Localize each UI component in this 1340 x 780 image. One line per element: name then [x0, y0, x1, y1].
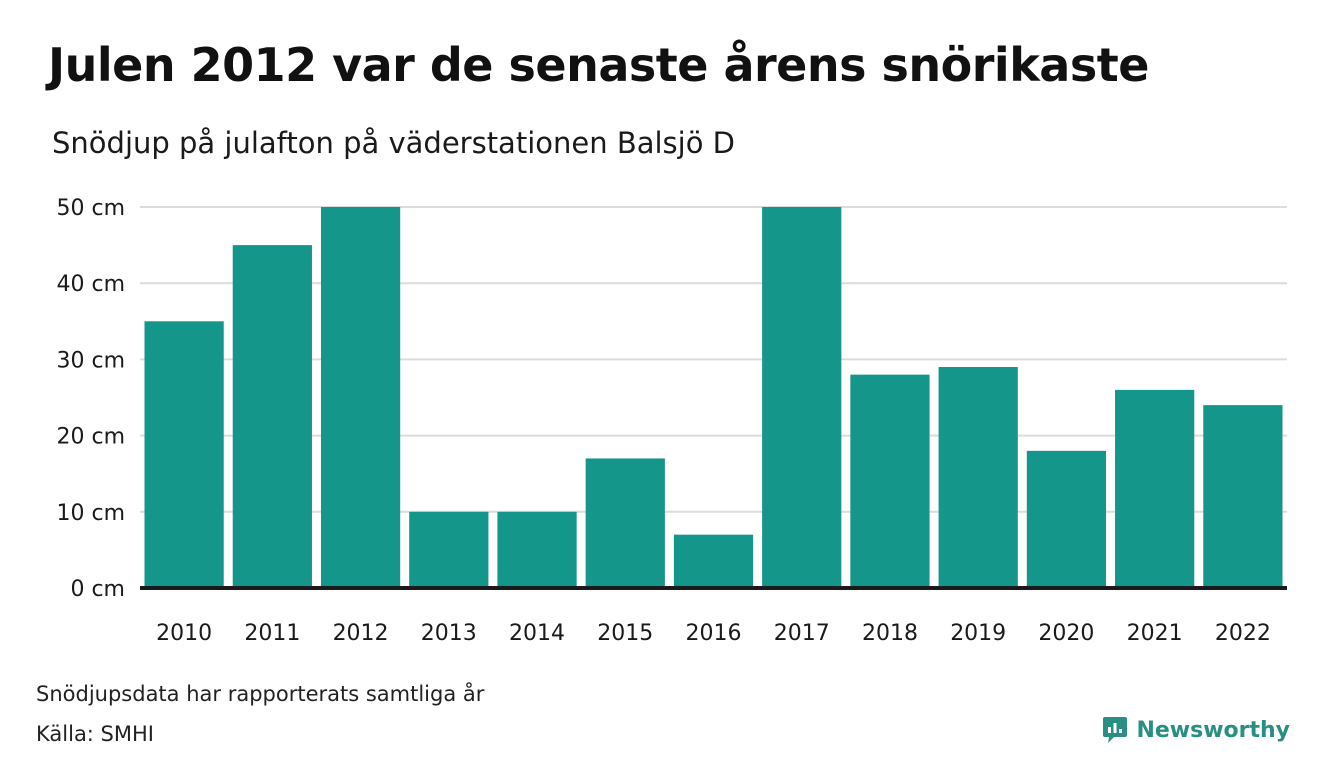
x-tick-label: 2021 — [1127, 621, 1183, 646]
bar-2016 — [673, 534, 754, 588]
x-tick-label: 2020 — [1038, 621, 1094, 646]
x-tick-label: 2014 — [509, 621, 565, 646]
bar-2015 — [585, 458, 665, 588]
bar-2019 — [938, 367, 1018, 588]
bar-2022 — [1203, 405, 1283, 588]
x-tick-label: 2016 — [686, 621, 742, 646]
y-tick-label: 50 cm — [56, 196, 125, 221]
chart-title: Julen 2012 var de senaste årens snörikas… — [48, 38, 1149, 92]
y-tick-label: 0 cm — [70, 577, 125, 602]
bar-2020 — [1026, 450, 1107, 588]
chart-subtitle: Snödjup på julafton på väderstationen Ba… — [52, 126, 736, 160]
y-tick-label: 40 cm — [56, 272, 125, 297]
brand-name: Newsworthy — [1136, 717, 1290, 743]
x-axis-ticks: 2010 2011 2012 2013 2014 2015 2016 2017 2018 2019… — [156, 621, 1271, 646]
bar-2012 — [320, 207, 401, 588]
bar-2021 — [1115, 389, 1195, 588]
bar-2017 — [762, 207, 842, 588]
y-tick-label: 10 cm — [56, 501, 125, 526]
x-tick-label: 2017 — [774, 621, 830, 646]
footnote: Snödjupsdata har rapporterats samtliga å… — [36, 682, 485, 706]
y-tick-label: 20 cm — [56, 425, 125, 450]
x-tick-label: 2013 — [421, 621, 477, 646]
gridlines — [140, 206, 1287, 513]
y-tick-label: 30 cm — [56, 348, 125, 373]
newsworthy-logo-icon — [1103, 717, 1128, 743]
bar-2014 — [497, 511, 577, 588]
bar-2011 — [232, 245, 312, 588]
x-tick-label: 2015 — [597, 621, 653, 646]
bar-2013 — [409, 511, 489, 588]
x-tick-label: 2019 — [950, 621, 1006, 646]
brand: Newsworthy — [1102, 716, 1290, 744]
bars — [144, 207, 1283, 588]
bar-2018 — [850, 374, 930, 588]
x-tick-label: 2012 — [333, 621, 389, 646]
x-tick-label: 2018 — [862, 621, 918, 646]
y-axis-ticks: 0 cm 10 cm 20 cm 30 cm 40 cm 50 cm — [56, 196, 125, 602]
x-tick-label: 2010 — [156, 621, 212, 646]
x-tick-label: 2011 — [244, 621, 300, 646]
bar-2010 — [144, 321, 224, 588]
source-note: Källa: SMHI — [36, 722, 154, 746]
x-tick-label: 2022 — [1215, 621, 1271, 646]
